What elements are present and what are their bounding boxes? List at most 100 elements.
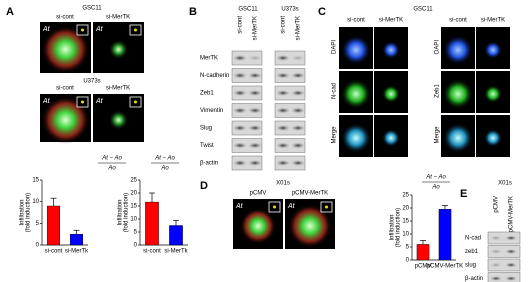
cell-cluster: [382, 85, 400, 103]
panel-label: C: [318, 6, 326, 18]
y-tick-label: 10: [32, 199, 39, 205]
band: [490, 276, 502, 281]
bar: [416, 244, 430, 261]
image-label: At: [287, 203, 296, 210]
blot: [487, 231, 521, 245]
column-label: si-MerTK: [481, 18, 505, 24]
band: [276, 107, 290, 114]
row-label: zeb1: [465, 249, 479, 255]
band: [276, 90, 290, 96]
y-tick-label: 25: [402, 193, 409, 199]
cell-cluster: [41, 96, 90, 144]
image-label: At: [42, 26, 51, 33]
band: [248, 107, 262, 114]
blot: [487, 272, 521, 282]
y-tick-label: 20: [402, 206, 409, 212]
group-label: GSC11: [238, 7, 258, 13]
column-label: si-MerTK: [106, 15, 130, 21]
group-label: X01s: [498, 181, 512, 187]
band: [291, 72, 305, 79]
bar: [69, 233, 84, 246]
band: [233, 55, 247, 61]
row-label: N-cadherin: [200, 73, 229, 79]
row-label: β-actin: [200, 161, 218, 167]
cell-cluster: [443, 123, 473, 153]
band: [291, 55, 305, 61]
y-tick-label: 10: [130, 217, 137, 223]
cell-cluster: [341, 123, 371, 153]
row-label: Merge: [435, 126, 441, 144]
x-tick-label: si-MerTk: [65, 249, 89, 255]
band: [490, 262, 502, 268]
band: [233, 160, 247, 166]
panel-label: A: [6, 6, 14, 18]
lane-label: si-MerTK: [253, 16, 259, 40]
row-label: slug: [465, 263, 476, 269]
y-tick-label: 0: [36, 243, 40, 249]
y-tick-label: 15: [402, 219, 409, 225]
inset-cell: [81, 100, 84, 104]
y-tick-label: 20: [130, 191, 137, 197]
band: [505, 276, 517, 281]
band: [490, 235, 502, 241]
row-label: Vimentin: [200, 108, 223, 114]
cell-cluster: [484, 129, 502, 147]
y-tick-label: 5: [36, 221, 40, 227]
x-tick-label: pCMV: [415, 264, 432, 270]
column-label: pCMV: [250, 191, 267, 197]
row-label: N-cad: [332, 83, 338, 99]
group-label: GSC11: [413, 7, 433, 13]
row-label: Zeb1: [435, 84, 441, 98]
inset-cell: [134, 100, 137, 104]
formula-denominator: Ao: [107, 166, 116, 172]
y-tick-label: 5: [406, 245, 410, 251]
formula-denominator: Ao: [160, 166, 169, 172]
cell-cluster: [108, 39, 129, 60]
band: [248, 55, 262, 61]
column-label: si-MerTK: [379, 18, 403, 24]
group-label: U373s: [281, 7, 298, 13]
band: [291, 142, 305, 149]
band: [276, 125, 290, 131]
y-tick-label: 10: [402, 232, 409, 238]
band: [276, 160, 290, 166]
x-tick-label: pCMV-MerTK: [427, 264, 463, 270]
panel-label: E: [460, 188, 467, 200]
group-label: X01s: [276, 181, 290, 187]
blot: [487, 258, 521, 272]
cell-cluster: [484, 85, 502, 103]
band: [505, 262, 517, 268]
row-label: Twist: [200, 143, 214, 149]
cell-cluster: [288, 204, 332, 248]
y-axis-label: Infiltration: [118, 199, 124, 225]
y-tick-label: 5: [134, 230, 138, 236]
band: [233, 90, 247, 96]
row-label: N-cad: [465, 236, 481, 242]
cell-cluster: [108, 110, 129, 130]
column-label: si-MerTK: [106, 86, 130, 92]
band: [233, 72, 247, 79]
y-axis-label: (fold induction): [26, 193, 32, 232]
blot: [487, 245, 521, 258]
x-tick-label: si-cont: [45, 249, 63, 255]
panel-label: B: [189, 6, 197, 18]
y-tick-label: 0: [134, 243, 138, 249]
band: [291, 90, 305, 96]
y-axis-label: (fold induction): [124, 193, 130, 232]
band: [233, 142, 247, 149]
y-tick-label: 15: [32, 178, 39, 184]
formula-numerator: At − Ao: [101, 156, 122, 162]
cell-cluster: [41, 25, 90, 74]
column-label: si-cont: [347, 18, 365, 24]
lane-label: si-MerTK: [296, 16, 302, 40]
cell-cluster: [443, 35, 473, 65]
band: [233, 125, 247, 131]
band: [248, 72, 262, 79]
inset-cell: [134, 28, 137, 32]
cell-cluster: [484, 41, 502, 59]
row-label: DAPI: [435, 40, 441, 54]
row-label: MerTK: [200, 56, 218, 62]
band: [291, 107, 305, 114]
column-label: si-cont: [449, 18, 467, 24]
column-label: pCMV-MerTK: [292, 191, 328, 197]
